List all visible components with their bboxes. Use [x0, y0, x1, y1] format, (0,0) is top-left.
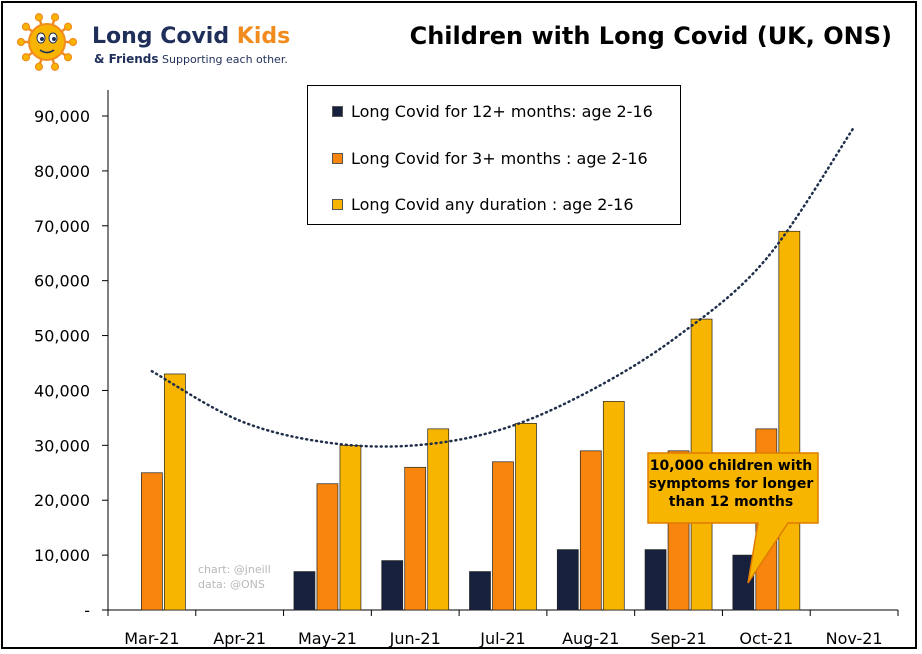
bar-12-months — [293, 571, 316, 611]
virus-logo-icon — [16, 13, 78, 71]
logo-spike-tip — [63, 53, 73, 62]
x-tick-label: Sep-21 — [650, 629, 706, 648]
logo-wordmark: Long Covid Kids — [92, 24, 291, 49]
bar-12-months — [469, 571, 491, 611]
x-tick-label: Aug-21 — [562, 629, 619, 648]
y-tick-label: 50,000 — [34, 327, 90, 346]
legend-label: Long Covid for 12+ months: age 2-16 — [351, 101, 653, 121]
legend-swatch-gold — [332, 198, 343, 210]
legend-swatch-orange — [332, 152, 343, 164]
bar-3-months — [141, 472, 163, 611]
bar-any-duration — [164, 373, 186, 611]
x-tick-label: Oct-21 — [739, 629, 793, 648]
logo-spike-tip — [34, 62, 44, 71]
bar-12-months — [556, 549, 579, 611]
y-tick-label: - — [84, 601, 90, 620]
legend-item-any-duration: Long Covid any duration : age 2-16 — [332, 194, 634, 214]
bar-3-months — [404, 466, 427, 611]
y-tick-label: 70,000 — [34, 217, 90, 236]
logo-spike-tip — [21, 53, 31, 62]
y-tick-label: 20,000 — [34, 491, 90, 510]
callout-line: than 12 months — [668, 494, 794, 510]
logo-tagline: & Friends Supporting each other. — [94, 52, 288, 66]
bar-any-duration — [602, 401, 625, 611]
logo-spike-tip — [63, 22, 73, 31]
callout-line: symptoms for longer — [648, 476, 814, 492]
x-tick-label: Mar-21 — [124, 629, 179, 648]
y-tick-label: 40,000 — [34, 381, 90, 400]
chart-title: Children with Long Covid (UK, ONS) — [409, 22, 892, 50]
legend-swatch-navy — [332, 105, 343, 117]
callout-line: 10,000 children with — [649, 458, 813, 474]
bar-any-duration — [778, 230, 801, 611]
y-tick-label: 30,000 — [34, 436, 90, 455]
x-tick-label: May-21 — [298, 629, 357, 648]
credit-source: data: @ONS — [198, 578, 265, 591]
logo-spike-tip — [21, 22, 31, 31]
x-tick-label: Jul-21 — [479, 629, 525, 648]
y-tick-label: 10,000 — [34, 546, 90, 565]
bar-3-months — [316, 483, 339, 611]
legend: Long Covid for 12+ months: age 2-16 Long… — [307, 85, 681, 225]
credit-author: chart: @jneill — [198, 563, 271, 576]
x-tick-label: Nov-21 — [826, 629, 883, 648]
logo-spike-tip — [16, 37, 26, 47]
legend-item-3-months: Long Covid for 3+ months : age 2-16 — [332, 148, 648, 168]
bar-12-months — [732, 554, 755, 611]
legend-item-12-months: Long Covid for 12+ months: age 2-16 — [332, 101, 653, 121]
legend-label: Long Covid for 3+ months : age 2-16 — [351, 148, 648, 168]
logo-spike-tip — [34, 13, 44, 22]
logo-spike-tip — [68, 37, 78, 47]
logo-spike-tip — [50, 62, 60, 71]
callout-text: 10,000 children with symptoms for longer… — [645, 457, 817, 511]
bar-3-months — [492, 461, 514, 611]
y-tick-label: 60,000 — [34, 272, 90, 291]
x-tick-label: Apr-21 — [213, 629, 266, 648]
logo-spike-tip — [50, 13, 60, 22]
chart-credit: chart: @jneill data: @ONS — [198, 562, 271, 592]
bar-any-duration — [339, 444, 362, 611]
x-tick-label: Jun-21 — [389, 629, 441, 648]
bar-3-months — [579, 450, 602, 611]
y-tick-label: 90,000 — [34, 107, 90, 126]
bar-any-duration — [427, 428, 450, 611]
bar-any-duration — [515, 423, 537, 611]
bar-12-months — [644, 549, 667, 611]
legend-label: Long Covid any duration : age 2-16 — [351, 194, 634, 214]
callout-box — [647, 452, 819, 584]
y-tick-label: 80,000 — [34, 162, 90, 181]
bar-12-months — [381, 560, 404, 611]
